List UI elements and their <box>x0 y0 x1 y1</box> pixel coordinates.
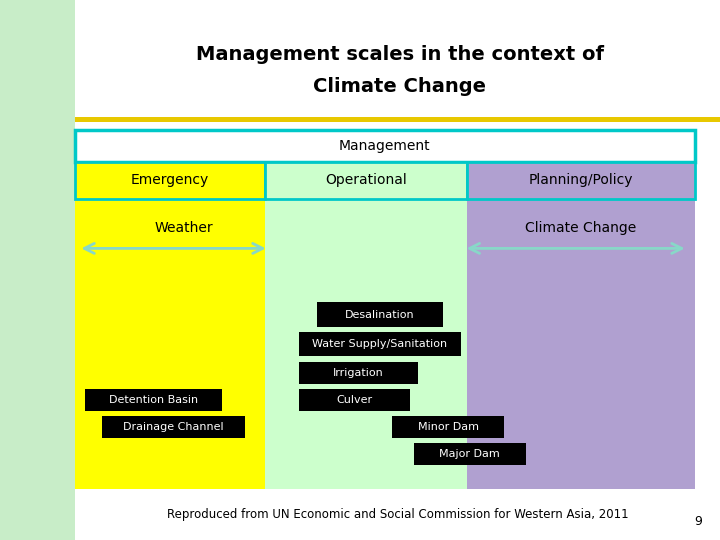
FancyBboxPatch shape <box>75 0 720 540</box>
FancyBboxPatch shape <box>299 362 418 384</box>
FancyBboxPatch shape <box>75 130 265 489</box>
Text: Irrigation: Irrigation <box>333 368 384 378</box>
Text: Planning/Policy: Planning/Policy <box>528 173 634 187</box>
Text: 9: 9 <box>694 515 702 528</box>
FancyBboxPatch shape <box>102 416 245 438</box>
Text: Weather: Weather <box>155 221 214 235</box>
FancyBboxPatch shape <box>75 162 265 199</box>
FancyBboxPatch shape <box>467 162 695 199</box>
FancyBboxPatch shape <box>265 162 467 199</box>
Text: Culver: Culver <box>336 395 373 405</box>
FancyBboxPatch shape <box>85 389 222 411</box>
FancyBboxPatch shape <box>299 332 461 356</box>
Text: Major Dam: Major Dam <box>439 449 500 459</box>
Text: Desalination: Desalination <box>345 309 415 320</box>
Text: Management: Management <box>339 139 431 153</box>
FancyBboxPatch shape <box>467 130 695 489</box>
FancyBboxPatch shape <box>0 0 75 540</box>
Text: Reproduced from UN Economic and Social Commission for Western Asia, 2011: Reproduced from UN Economic and Social C… <box>166 508 629 521</box>
Text: Detention Basin: Detention Basin <box>109 395 198 405</box>
Text: Climate Change: Climate Change <box>313 77 486 96</box>
Text: Management scales in the context of: Management scales in the context of <box>196 44 603 64</box>
Text: Operational: Operational <box>325 173 407 187</box>
FancyBboxPatch shape <box>414 443 526 465</box>
FancyBboxPatch shape <box>299 389 410 411</box>
FancyBboxPatch shape <box>75 117 720 122</box>
Text: Water Supply/Sanitation: Water Supply/Sanitation <box>312 339 447 349</box>
Text: Minor Dam: Minor Dam <box>418 422 479 432</box>
Text: Climate Change: Climate Change <box>526 221 636 235</box>
FancyBboxPatch shape <box>392 416 504 438</box>
FancyBboxPatch shape <box>317 302 443 327</box>
FancyBboxPatch shape <box>265 130 467 489</box>
FancyBboxPatch shape <box>75 130 695 162</box>
Text: Drainage Channel: Drainage Channel <box>123 422 224 432</box>
Text: Emergency: Emergency <box>131 173 209 187</box>
